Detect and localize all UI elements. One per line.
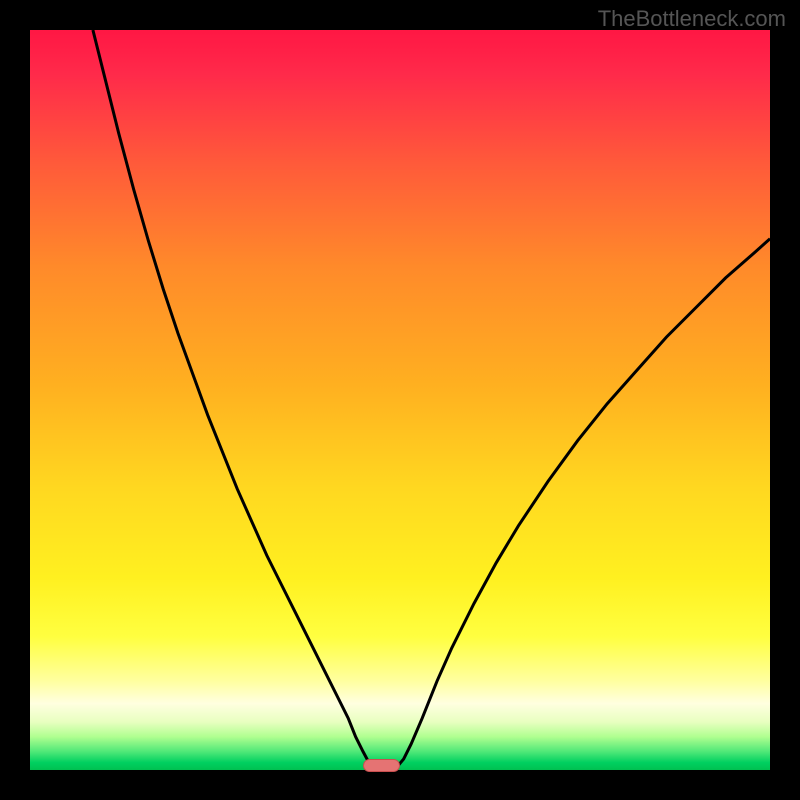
watermark-text: TheBottleneck.com — [598, 6, 786, 32]
minimum-marker — [363, 759, 400, 772]
bottleneck-curve — [30, 30, 770, 770]
bottleneck-chart — [30, 30, 770, 770]
